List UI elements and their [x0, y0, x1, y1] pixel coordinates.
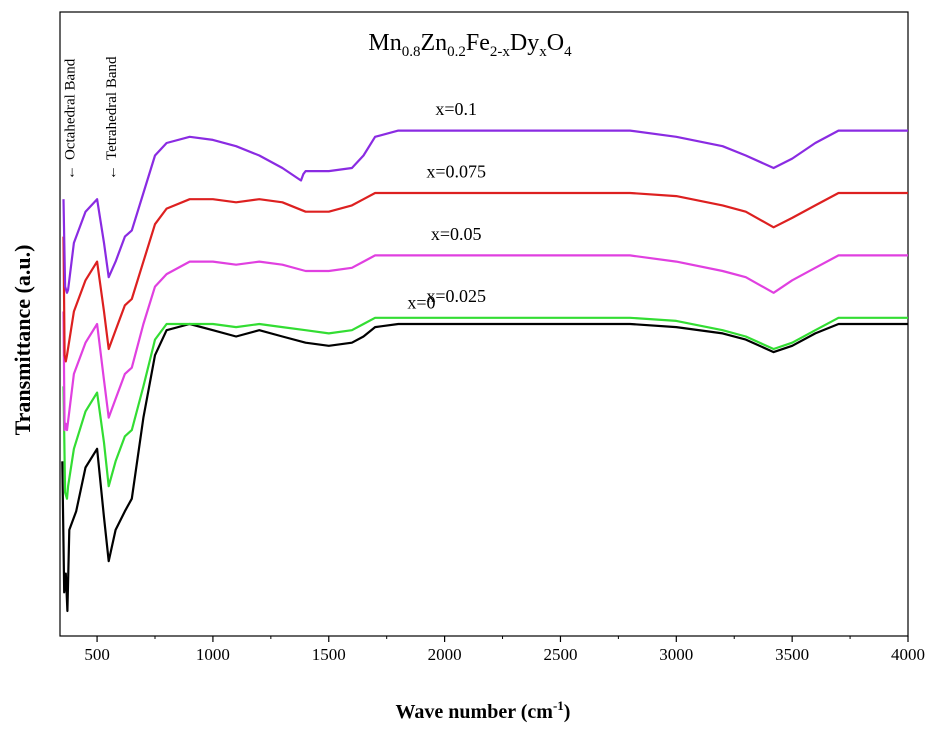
x-tick-label: 4000: [891, 645, 925, 664]
x-tick-label: 2500: [543, 645, 577, 664]
x-tick-label: 1500: [312, 645, 346, 664]
x-axis-title: Wave number (cm-1): [396, 698, 571, 723]
series-layer: [61, 129, 908, 613]
series-line: [62, 191, 908, 363]
band-label: Octahedral Band: [62, 58, 78, 160]
title-subscript: 2-x: [490, 44, 510, 60]
down-arrow-icon: ←: [104, 165, 120, 180]
series-label: x=0.05: [431, 224, 482, 244]
title-subscript: x: [539, 44, 547, 60]
series-label: x=0.1: [435, 99, 477, 119]
series-label: x=0.075: [426, 161, 486, 181]
title-subscript: 0.2: [447, 44, 466, 60]
band-annotation: ← Octahedral Band: [62, 58, 78, 180]
y-axis-title: Transmittance (a.u.): [10, 245, 35, 436]
band-annotations: ← Octahedral Band ← Tetrahedral Band: [62, 56, 120, 180]
band-label: Tetrahedral Band: [104, 56, 120, 160]
title-part: Mn: [368, 30, 401, 56]
series-line: [62, 254, 908, 432]
x-tick-label: 500: [84, 645, 110, 664]
chart-title: Mn0.8Zn0.2Fe2-xDyxO4: [368, 30, 572, 60]
series-label: x=0.025: [426, 286, 486, 306]
x-tick-label: 1000: [196, 645, 230, 664]
series-label: x=0: [407, 292, 435, 312]
title-part: Fe: [466, 30, 490, 56]
band-annotation: ← Tetrahedral Band: [104, 56, 120, 180]
down-arrow-icon: ←: [62, 165, 78, 180]
x-tick-label: 2000: [428, 645, 462, 664]
x-tick-label: 3000: [659, 645, 693, 664]
series-line: [62, 129, 908, 294]
series-labels: x=0x=0.025 x=0.05 x=0.075 x=0.1: [407, 99, 486, 312]
title-subscript: 0.8: [402, 44, 421, 60]
x-axis-title-close: ): [564, 701, 571, 723]
title-part: Dy: [510, 30, 539, 56]
title-part: Zn: [420, 30, 447, 56]
series-line: [61, 322, 908, 613]
x-axis-ticks: 500 1000 1500 2000 2500 3000 3500 4000: [84, 636, 925, 664]
title-part: O: [547, 30, 564, 56]
x-axis-title-main: Wave number (cm: [396, 701, 554, 723]
x-axis-title-sup: -1: [553, 698, 564, 713]
series-line: [62, 316, 908, 500]
x-tick-label: 3500: [775, 645, 809, 664]
title-subscript: 4: [564, 44, 572, 60]
